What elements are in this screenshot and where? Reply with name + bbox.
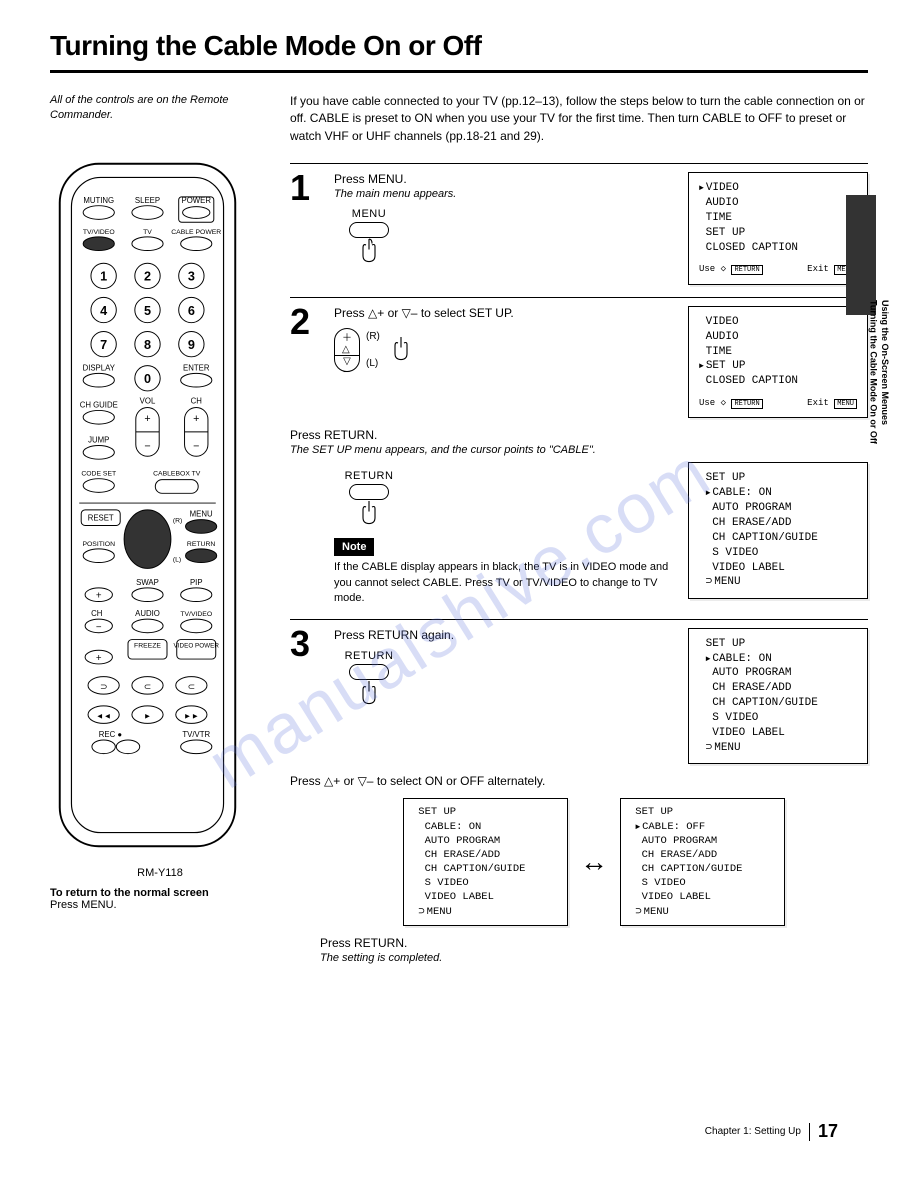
- osd-main-menu-1: VIDEO AUDIO TIME SET UP CLOSED CAPTIONUs…: [688, 172, 868, 285]
- step2-instruction: Press △+ or ▽– to select SET UP.: [334, 306, 674, 320]
- return-note: To return to the normal screen Press MEN…: [50, 887, 270, 911]
- svg-text:2: 2: [144, 270, 151, 284]
- step-number: 3: [290, 628, 320, 660]
- svg-text:CABLEBOX TV: CABLEBOX TV: [153, 471, 201, 478]
- step3-instruction: Press RETURN again.: [334, 628, 674, 642]
- remote-model-label: RM-Y118: [50, 867, 270, 879]
- step2-return-sub: The SET UP menu appears, and the cursor …: [290, 444, 868, 456]
- note-label: Note: [334, 538, 374, 556]
- osd-main-menu-2: VIDEO AUDIO TIMESET UP CLOSED CAPTIONUse…: [688, 306, 868, 419]
- svg-text:DISPLAY: DISPLAY: [83, 363, 116, 372]
- note-text: If the CABLE display appears in black, t…: [334, 560, 674, 606]
- svg-text:⊃: ⊃: [100, 681, 107, 691]
- left-caption: All of the controls are on the Remote Co…: [50, 93, 270, 124]
- svg-text:VIDEO POWER: VIDEO POWER: [174, 642, 220, 649]
- svg-text:−: −: [144, 440, 150, 452]
- svg-text:1: 1: [100, 270, 107, 284]
- svg-text:ENTER: ENTER: [183, 363, 210, 372]
- svg-text:RESET: RESET: [88, 513, 114, 522]
- svg-text:+: +: [96, 653, 102, 664]
- svg-text:MUTING: MUTING: [83, 196, 114, 205]
- svg-text:+: +: [193, 413, 199, 425]
- svg-text:⊂: ⊂: [144, 681, 151, 691]
- svg-text:7: 7: [100, 338, 107, 352]
- osd-setup-on: SET UP CABLE: ON AUTO PROGRAM CH ERASE/A…: [403, 798, 568, 925]
- svg-text:4: 4: [100, 304, 107, 318]
- svg-text:5: 5: [144, 304, 151, 318]
- svg-text:CH: CH: [91, 609, 102, 618]
- return-button-icon: RETURN: [334, 470, 404, 528]
- page-title: Turning the Cable Mode On or Off: [50, 30, 868, 73]
- svg-text:9: 9: [188, 338, 195, 352]
- svg-text:RETURN: RETURN: [187, 541, 215, 548]
- step1-sub: The main menu appears.: [334, 188, 674, 200]
- svg-text:(L): (L): [173, 556, 181, 563]
- step-2: 2 Press △+ or ▽– to select SET UP. ＋△▽− …: [290, 297, 868, 607]
- svg-text:(R): (R): [173, 517, 182, 524]
- bidirectional-arrow-icon: ↔: [580, 846, 608, 878]
- svg-text:AUDIO: AUDIO: [135, 609, 160, 618]
- svg-text:◄◄: ◄◄: [96, 711, 111, 720]
- svg-text:6: 6: [188, 304, 195, 318]
- step-number: 1: [290, 172, 320, 204]
- page-footer: Chapter 1: Setting Up 17: [705, 1121, 838, 1142]
- svg-text:TV/VIDEO: TV/VIDEO: [180, 611, 212, 618]
- svg-text:REC ●: REC ●: [99, 730, 123, 739]
- svg-text:−: −: [96, 622, 102, 633]
- updown-button-icon: ＋△▽−: [334, 328, 360, 372]
- svg-text:CABLE POWER: CABLE POWER: [171, 229, 221, 236]
- remote-illustration: MUTING SLEEP POWER TV/VIDEO TV CABLE POW…: [50, 154, 245, 856]
- side-tab-label: Using the On-Screen Menues Turning the C…: [867, 300, 890, 444]
- step3-final-instr: Press RETURN.: [320, 936, 868, 950]
- svg-text:8: 8: [144, 338, 151, 352]
- svg-text:TV/VIDEO: TV/VIDEO: [83, 229, 115, 236]
- svg-text:►►: ►►: [184, 711, 199, 720]
- svg-text:TV/VTR: TV/VTR: [182, 730, 210, 739]
- svg-text:+: +: [144, 413, 150, 425]
- svg-text:+: +: [96, 590, 102, 601]
- step-3: 3 Press RETURN again. RETURN SET UP CABL…: [290, 619, 868, 964]
- svg-text:0: 0: [144, 372, 151, 386]
- svg-text:PIP: PIP: [190, 578, 203, 587]
- svg-text:CH: CH: [191, 396, 202, 405]
- svg-text:POSITION: POSITION: [82, 541, 115, 548]
- svg-text:SWAP: SWAP: [136, 578, 159, 587]
- svg-text:MENU: MENU: [190, 509, 213, 518]
- step-number: 2: [290, 306, 320, 338]
- step-1: 1 Press MENU. The main menu appears. MEN…: [290, 163, 868, 285]
- step3-alternate-instr: Press △+ or ▽– to select ON or OFF alter…: [290, 774, 868, 788]
- svg-text:VOL: VOL: [140, 396, 156, 405]
- intro-paragraph: If you have cable connected to your TV (…: [290, 93, 868, 145]
- svg-text:SLEEP: SLEEP: [135, 196, 160, 205]
- svg-text:TV: TV: [143, 229, 152, 236]
- dark-thumb-tab: [846, 195, 876, 315]
- osd-setup-off: SET UP CABLE: OFF AUTO PROGRAM CH ERASE/…: [620, 798, 785, 925]
- step1-instruction: Press MENU.: [334, 172, 674, 186]
- return-button-icon: RETURN: [334, 650, 404, 708]
- svg-text:CODE SET: CODE SET: [81, 471, 116, 478]
- svg-text:►: ►: [144, 711, 152, 720]
- menu-button-icon: MENU: [334, 208, 404, 266]
- svg-text:3: 3: [188, 270, 195, 284]
- svg-text:⊂: ⊂: [188, 681, 195, 691]
- step3-final-sub: The setting is completed.: [320, 952, 868, 964]
- svg-text:JUMP: JUMP: [88, 435, 109, 444]
- osd-setup-menu: SET UP CABLE: ON AUTO PROGRAM CH ERASE/A…: [688, 462, 868, 599]
- step2-return-instr: Press RETURN.: [290, 428, 868, 442]
- svg-text:CH GUIDE: CH GUIDE: [80, 400, 118, 409]
- svg-text:−: −: [193, 440, 199, 452]
- osd-setup-menu-2: SET UP CABLE: ON AUTO PROGRAM CH ERASE/A…: [688, 628, 868, 765]
- svg-text:FREEZE: FREEZE: [134, 642, 161, 649]
